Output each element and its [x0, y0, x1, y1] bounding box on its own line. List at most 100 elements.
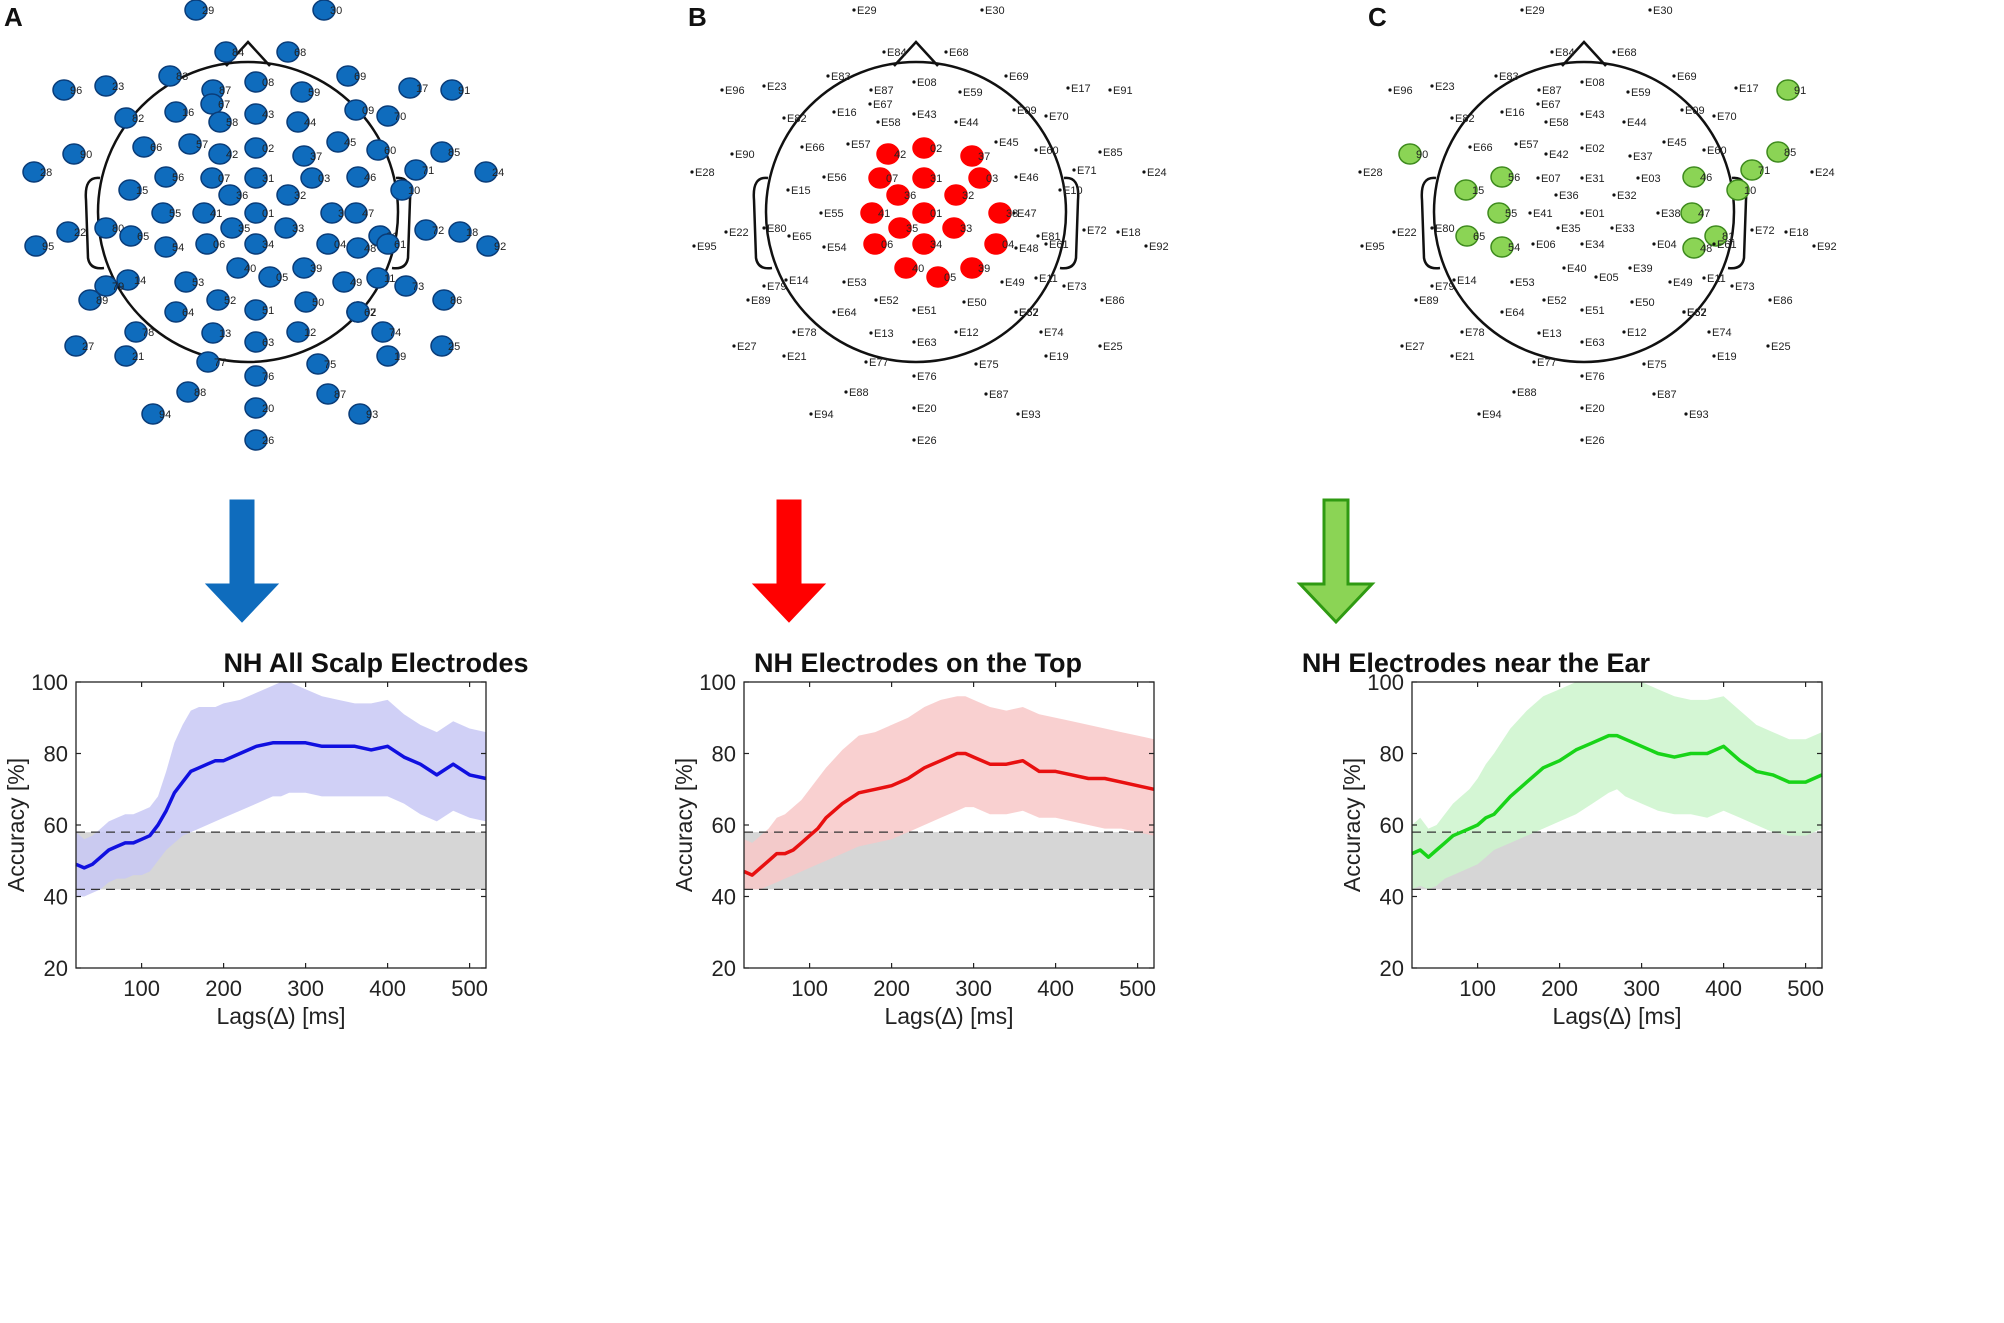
electrode-dot	[1520, 8, 1524, 12]
electrode-marker	[912, 202, 936, 224]
electrode-label: E79	[1435, 281, 1455, 293]
electrode-label: E76	[1585, 371, 1605, 383]
electrode-dot	[1044, 354, 1048, 358]
electrode-marker	[78, 289, 102, 311]
electrode-dot	[1514, 142, 1518, 146]
electrode-dot	[819, 211, 823, 215]
electrode-dot	[1512, 390, 1516, 394]
electrode-label: 07	[886, 173, 898, 185]
electrode-dot	[1014, 246, 1018, 250]
electrode-label: E83	[1499, 71, 1519, 83]
electrode-marker	[863, 233, 887, 255]
electrode-marker	[414, 219, 438, 241]
x-tick-label: 400	[369, 976, 406, 1001]
electrode-label: 64	[182, 307, 194, 319]
electrode-dot	[874, 298, 878, 302]
electrode-label: 91	[458, 85, 470, 97]
electrode-label: E62	[1687, 307, 1707, 319]
electrode-dot	[1528, 211, 1532, 215]
electrode-dot	[1562, 266, 1566, 270]
electrode-label: 71	[1758, 165, 1770, 177]
electrode-dot	[1544, 152, 1548, 156]
electrode-marker	[192, 202, 216, 224]
electrode-marker	[440, 79, 464, 101]
electrode-label: E71	[1077, 165, 1097, 177]
electrode-dot	[1414, 298, 1418, 302]
electrode-marker	[346, 301, 370, 323]
electrode-label: E62	[1019, 307, 1039, 319]
electrode-label: E89	[751, 295, 771, 307]
electrode-label: E53	[1515, 277, 1535, 289]
electrode-label: 54	[1508, 242, 1520, 254]
electrode-marker	[942, 217, 966, 239]
electrode-marker	[114, 345, 138, 367]
electrode-label: E74	[1712, 327, 1732, 339]
accuracy-chart: 20 40 60 80 100 100 200 300 400 500 Lags(∆) [ms] Ac…	[1339, 670, 1824, 1029]
electrode-dot	[1066, 86, 1070, 90]
electrode-dot	[994, 140, 998, 144]
electrode-label: E55	[824, 208, 844, 220]
electrode-marker	[344, 99, 368, 121]
electrode-marker	[912, 137, 936, 159]
electrode-marker	[200, 93, 224, 115]
electrode-dot	[844, 390, 848, 394]
electrode-label: E04	[1657, 239, 1677, 251]
electrode-label: 94	[159, 409, 171, 421]
electrode-dot	[876, 120, 880, 124]
electrode-dot	[1000, 280, 1004, 284]
electrode-marker	[244, 365, 268, 387]
electrode-dot	[1554, 193, 1558, 197]
electrode-dot	[1652, 392, 1656, 396]
electrode-label: 66	[150, 142, 162, 154]
electrode-label: E87	[989, 389, 1009, 401]
electrode-label: E73	[1067, 281, 1087, 293]
electrode-dot	[868, 102, 872, 106]
electrode-label: 53	[192, 277, 204, 289]
electrode-marker	[244, 202, 268, 224]
electrode-label: E72	[1755, 225, 1775, 237]
electrode-label: E68	[949, 47, 969, 59]
electrode-label: E94	[814, 409, 834, 421]
electrode-label: 06	[213, 239, 225, 251]
electrode-label: E67	[873, 99, 893, 111]
electrode-marker	[390, 179, 414, 201]
electrode-dot	[958, 90, 962, 94]
electrode-marker	[394, 275, 418, 297]
electrode-marker	[258, 266, 282, 288]
electrode-label: E72	[1087, 225, 1107, 237]
electrode-marker	[398, 77, 422, 99]
electrode-dot	[800, 145, 804, 149]
head-group: 29 30 84 68 83 87 08 69 17 96 91 23 82 16 67 59 70 43 58 44…	[22, 0, 506, 451]
electrode-label: E52	[879, 295, 899, 307]
electrode-dot	[1580, 176, 1584, 180]
electrode-marker	[346, 166, 370, 188]
electrode-label: E76	[917, 371, 937, 383]
electrode-label: E81	[1041, 231, 1061, 243]
electrode-dot	[1039, 330, 1043, 334]
electrode-marker	[62, 143, 86, 165]
electrode-dot	[1580, 406, 1584, 410]
electrode-label: E87	[1542, 85, 1562, 97]
electrode-dot	[1494, 74, 1498, 78]
electrode-marker	[912, 167, 936, 189]
electrode-label: E36	[1559, 190, 1579, 202]
electrode-marker	[886, 184, 910, 206]
electrode-marker	[888, 217, 912, 239]
electrode-label: 81	[1722, 231, 1734, 243]
electrode-label: E66	[805, 142, 825, 154]
electrode-marker	[119, 225, 143, 247]
electrode-label: E08	[917, 77, 937, 89]
electrode-label: 45	[344, 137, 356, 149]
electrode-label: E80	[1435, 223, 1455, 235]
electrode-label: 43	[262, 109, 274, 121]
electrode-label: E62	[1687, 307, 1707, 319]
electrode-marker	[1490, 166, 1514, 188]
electrode-dot	[1062, 284, 1066, 288]
electrode-label: 15	[136, 185, 148, 197]
electrode-dot	[1580, 211, 1584, 215]
electrode-label: E13	[1542, 328, 1562, 340]
electrode-marker	[226, 257, 250, 279]
chart-group: 20 40 60 80 100 100 200 300 400 500 Lags(∆) [ms] Ac…	[3, 670, 488, 1029]
electrode-label: 73	[412, 281, 424, 293]
electrode-label: 01	[930, 208, 942, 220]
